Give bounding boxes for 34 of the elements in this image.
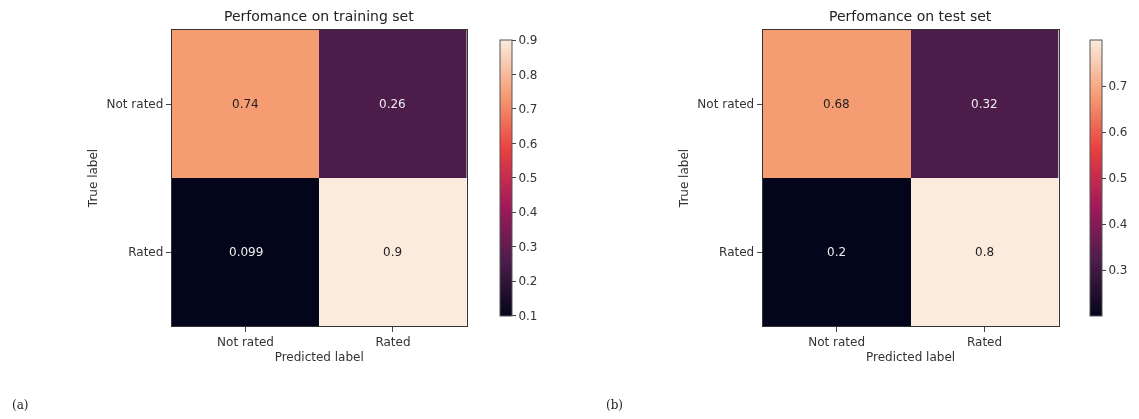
color-bar-label: 0.2 [518, 274, 538, 289]
data-label: 0.099 [229, 245, 264, 259]
text: (a) [12, 398, 29, 412]
data-label: 0.2 [827, 245, 847, 259]
color-bar-label: 0.4 [1108, 217, 1128, 232]
data-label: 0.32 [971, 97, 998, 111]
color-bar-label: 0.1 [518, 308, 538, 323]
chart-title: Perfomance on training set [224, 8, 415, 24]
data-label: 0.74 [232, 97, 259, 111]
chart-title: Perfomance on test set [829, 8, 992, 24]
color-bar-label: 0.9 [518, 33, 538, 48]
color-bar-label: 0.5 [518, 171, 538, 186]
color-bar-label: 0.5 [1108, 171, 1128, 186]
data-label: 0.68 [823, 97, 850, 111]
color-bar-label: 0.6 [1108, 125, 1128, 140]
data-label: 0.9 [383, 245, 403, 259]
x-tick-label: Rated [966, 335, 1003, 350]
color-bar-label: 0.3 [1108, 263, 1128, 278]
text: (b) [606, 398, 624, 412]
x-tick-label: Rated [375, 335, 411, 350]
y-axis-title: True label [676, 148, 691, 209]
color-bar-label: 0.4 [518, 205, 538, 220]
data-label: 0.26 [379, 97, 406, 111]
color-bar-label: 0.7 [1108, 79, 1128, 94]
x-tick-label: Not rated [217, 335, 274, 350]
color-bar-label: 0.6 [518, 136, 538, 151]
x-axis-title: Predicted label [274, 350, 364, 365]
color-bar-label: 0.7 [518, 102, 538, 117]
data-label: 0.8 [975, 245, 995, 259]
color-bar-label: 0.3 [518, 239, 538, 254]
color-bar-label: 0.8 [518, 67, 538, 82]
x-tick-label: Not rated [808, 335, 866, 350]
y-axis-title: True label [85, 148, 100, 209]
x-axis-title: Predicted label [865, 350, 956, 365]
